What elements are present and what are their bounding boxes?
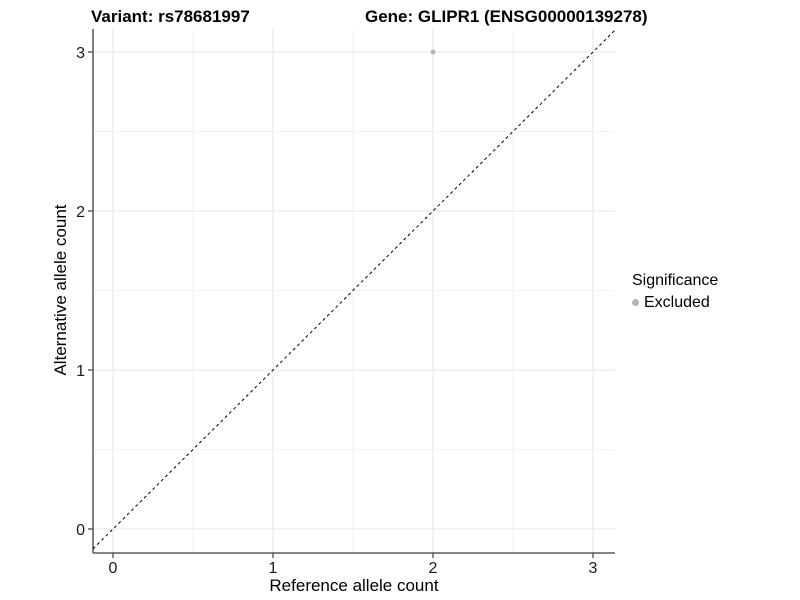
legend: Significance Excluded: [632, 270, 718, 313]
legend-title: Significance: [632, 272, 719, 289]
y-tick-label: 2: [76, 204, 85, 221]
plot-title-variant: Variant: rs78681997: [91, 7, 250, 26]
y-axis-title: Alternative allele count: [51, 204, 70, 376]
plot-title-gene: Gene: GLIPR1 (ENSG00000139278): [365, 7, 648, 26]
x-tick-label: 2: [429, 560, 438, 577]
identity-reference-line: [92, 29, 616, 550]
excluded-point-icon: [632, 299, 639, 306]
legend-item-excluded: Excluded: [632, 292, 718, 313]
data-point: [430, 49, 436, 55]
x-tick-label: 3: [589, 560, 598, 577]
x-axis-title: Reference allele count: [269, 576, 439, 595]
x-tick-label: 0: [109, 560, 118, 577]
y-tick-label: 0: [76, 522, 85, 539]
y-tick-label: 3: [76, 45, 85, 62]
x-tick-label: 1: [269, 560, 278, 577]
legend-item-label: Excluded: [644, 294, 710, 311]
y-tick-label: 1: [76, 363, 85, 380]
